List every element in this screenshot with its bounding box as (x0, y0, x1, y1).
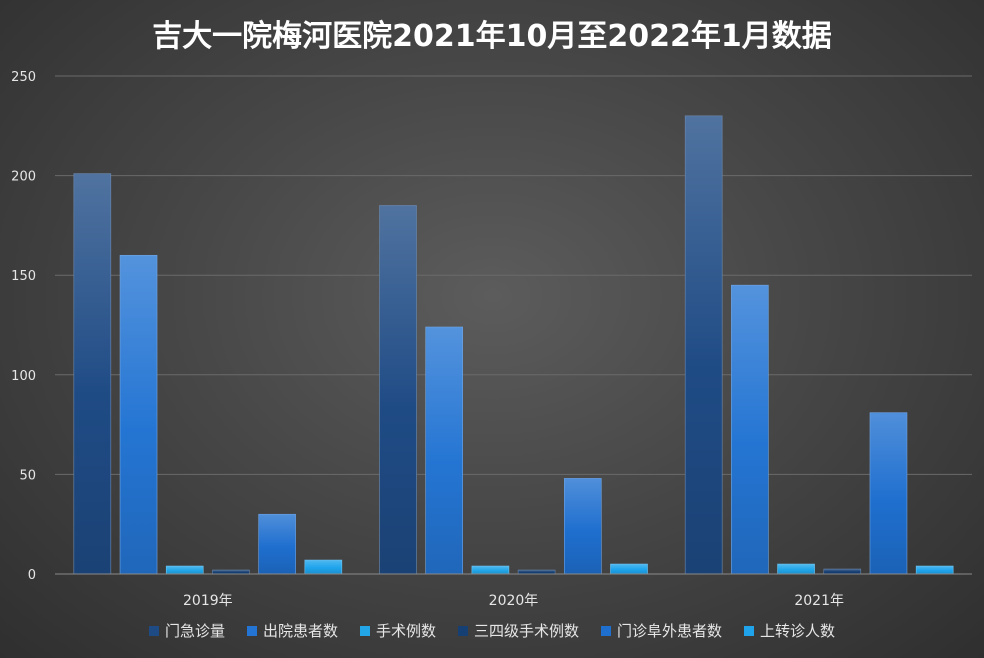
legend-label: 门诊阜外患者数 (617, 622, 722, 640)
legend: 门急诊量 出院患者数 手术例数 三四级手术例数 门诊阜外患者数 上转诊人数 (149, 622, 835, 640)
legend-item: 上转诊人数 (744, 622, 835, 640)
legend-label: 手术例数 (376, 622, 436, 640)
x-axis: 2019年 2020年 2021年 (55, 573, 972, 609)
legend-swatch (360, 626, 370, 636)
bar (731, 284, 769, 575)
x-tick-label: 2019年 (183, 593, 233, 609)
legend-swatch (149, 626, 159, 636)
y-tick-label: 200 (11, 170, 36, 185)
bar (823, 568, 862, 575)
legend-label: 出院患者数 (263, 622, 338, 640)
bar (304, 559, 343, 575)
bar (610, 563, 648, 575)
gridlines (55, 75, 972, 575)
legend-label: 上转诊人数 (760, 622, 835, 640)
y-axis: 0 50 100 150 200 250 (11, 70, 36, 583)
bar (212, 569, 250, 575)
legend-item: 门急诊量 (149, 622, 225, 640)
legend-label: 三四级手术例数 (474, 622, 579, 640)
x-tick-label: 2020年 (489, 593, 539, 609)
legend-item: 门诊阜外患者数 (601, 622, 722, 640)
bar (379, 205, 417, 575)
legend-swatch (458, 626, 468, 636)
legend-item: 三四级手术例数 (458, 622, 579, 640)
bar (425, 326, 464, 575)
legend-item: 出院患者数 (247, 622, 338, 640)
bar (869, 412, 908, 575)
bar (517, 569, 556, 575)
chart-title: 吉大一院梅河医院2021年10月至2022年1月数据 (152, 19, 832, 54)
bar (684, 115, 723, 575)
bar (73, 173, 112, 575)
x-tick-label: 2021年 (794, 593, 844, 609)
bar (165, 565, 204, 575)
y-tick-label: 150 (11, 269, 36, 284)
bar (563, 478, 602, 575)
bar (471, 565, 510, 575)
y-tick-label: 50 (19, 468, 36, 483)
bars (73, 115, 954, 575)
bar (119, 254, 158, 575)
legend-swatch (247, 626, 257, 636)
legend-item: 手术例数 (360, 622, 436, 640)
legend-swatch (744, 626, 754, 636)
legend-swatch (601, 626, 611, 636)
y-tick-label: 100 (11, 369, 36, 384)
y-tick-label: 0 (28, 568, 36, 583)
bar (915, 565, 954, 575)
legend-label: 门急诊量 (165, 622, 225, 640)
y-tick-label: 250 (11, 70, 36, 85)
bar (777, 563, 815, 575)
bar (258, 513, 296, 575)
